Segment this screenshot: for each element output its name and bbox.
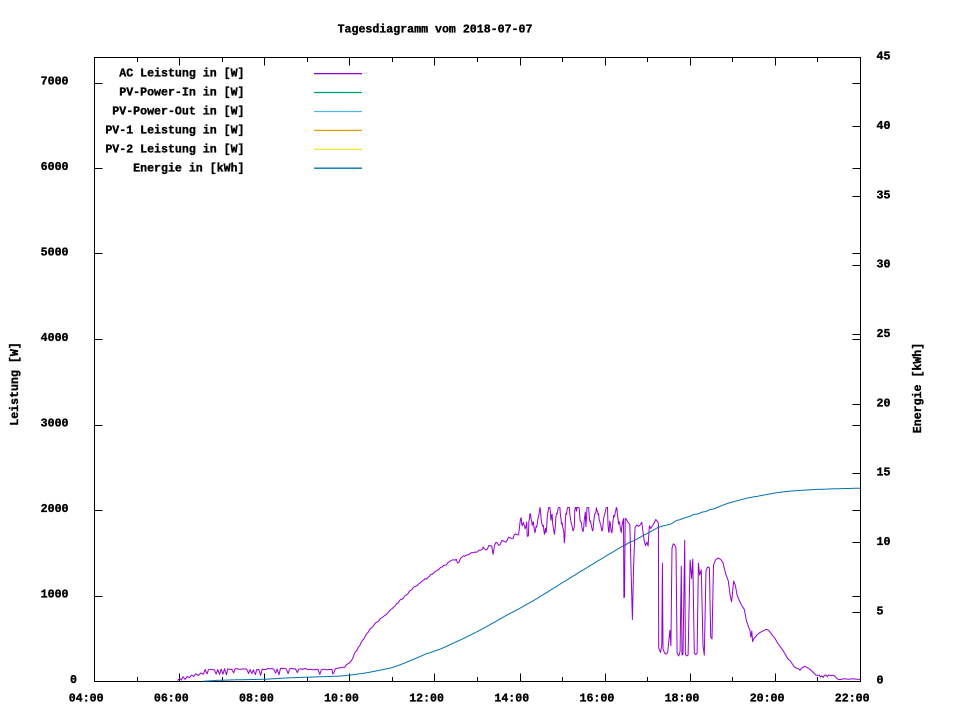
svg-text:PV-2 Leistung in [W]: PV-2 Leistung in [W] (105, 143, 244, 156)
svg-text:18:00: 18:00 (665, 692, 700, 705)
svg-text:04:00: 04:00 (69, 692, 104, 705)
svg-text:7000: 7000 (41, 76, 69, 89)
svg-text:1000: 1000 (41, 589, 69, 602)
svg-text:14:00: 14:00 (494, 692, 529, 705)
svg-text:Tagesdiagramm vom 2018-07-07: Tagesdiagramm vom 2018-07-07 (338, 24, 533, 37)
svg-text:20:00: 20:00 (750, 692, 785, 705)
svg-text:10: 10 (877, 536, 891, 549)
svg-text:0: 0 (877, 675, 884, 688)
svg-text:AC Leistung in [W]: AC Leistung in [W] (119, 68, 244, 81)
svg-text:25: 25 (877, 328, 891, 341)
svg-text:Leistung [W]: Leistung [W] (9, 342, 22, 426)
svg-text:4000: 4000 (41, 332, 69, 345)
svg-text:6000: 6000 (41, 161, 69, 174)
svg-text:35: 35 (877, 189, 891, 202)
svg-text:PV-Power-In in [W]: PV-Power-In in [W] (119, 87, 244, 100)
svg-text:2000: 2000 (41, 503, 69, 516)
svg-text:22:00: 22:00 (835, 692, 870, 705)
svg-text:5: 5 (877, 605, 884, 618)
svg-text:0: 0 (70, 674, 77, 687)
svg-text:12:00: 12:00 (409, 692, 444, 705)
svg-text:Energie [kWh]: Energie [kWh] (912, 343, 925, 433)
svg-text:Energie in [kWh]: Energie in [kWh] (133, 162, 244, 175)
svg-text:45: 45 (877, 51, 891, 64)
svg-text:16:00: 16:00 (580, 692, 615, 705)
svg-text:08:00: 08:00 (239, 692, 274, 705)
svg-text:40: 40 (877, 120, 891, 133)
svg-text:PV-Power-Out in [W]: PV-Power-Out in [W] (112, 106, 244, 119)
svg-text:5000: 5000 (41, 247, 69, 260)
svg-text:20: 20 (877, 397, 891, 410)
svg-text:3000: 3000 (41, 418, 69, 431)
svg-text:15: 15 (877, 467, 891, 480)
svg-text:PV-1 Leistung in [W]: PV-1 Leistung in [W] (105, 125, 244, 138)
svg-text:30: 30 (877, 259, 891, 272)
svg-text:06:00: 06:00 (154, 692, 189, 705)
svg-text:10:00: 10:00 (324, 692, 359, 705)
